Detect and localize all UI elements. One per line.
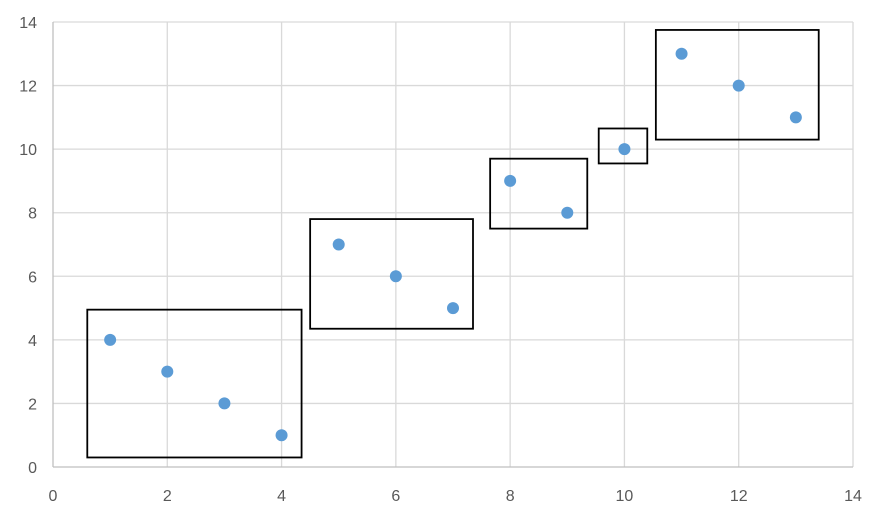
data-point-6-6	[389, 270, 402, 283]
data-point-4-1	[275, 429, 288, 442]
y-tick-label-8: 8	[28, 206, 37, 223]
data-point-9-8	[561, 206, 574, 219]
x-tick-label-12: 12	[730, 488, 748, 505]
data-point-10-10	[618, 143, 631, 156]
y-tick-label-6: 6	[28, 269, 37, 286]
group-box-group-3	[489, 157, 589, 230]
x-tick-label-10: 10	[616, 488, 634, 505]
data-point-12-12	[732, 79, 745, 92]
x-tick-label-8: 8	[506, 488, 515, 505]
data-point-8-9	[504, 174, 517, 187]
grid-layer	[53, 21, 854, 467]
group-box-group-4	[597, 127, 649, 165]
data-point-3-2	[218, 397, 231, 410]
y-tick-label-14: 14	[19, 15, 37, 32]
x-tick-label-0: 0	[49, 488, 58, 505]
data-point-7-5	[447, 302, 459, 315]
y-tick-label-12: 12	[19, 79, 37, 96]
x-tick-label-4: 4	[277, 488, 286, 505]
tick-label-layer: 0 2 4 6 8 10 12 14 0 2 4 6 8 10 12 14	[19, 15, 862, 505]
x-tick-label-14: 14	[844, 488, 862, 505]
y-tick-label-2: 2	[28, 396, 37, 413]
y-tick-label-4: 4	[28, 333, 37, 350]
data-point-5-7	[332, 238, 345, 251]
data-point-11-13	[675, 47, 688, 60]
group-box-group-1	[86, 308, 303, 459]
x-tick-label-2: 2	[163, 488, 172, 505]
data-point-2-3	[161, 365, 174, 378]
x-tick-label-6: 6	[391, 488, 400, 505]
y-tick-label-0: 0	[28, 460, 37, 477]
data-point-1-4	[104, 333, 117, 346]
group-box-group-2	[309, 218, 474, 330]
y-tick-label-10: 10	[19, 142, 37, 159]
group-box-group-5	[654, 29, 820, 141]
data-point-13-11	[789, 111, 802, 124]
group-box-layer	[86, 29, 820, 459]
axis-layer	[52, 22, 853, 468]
point-layer	[104, 47, 802, 442]
